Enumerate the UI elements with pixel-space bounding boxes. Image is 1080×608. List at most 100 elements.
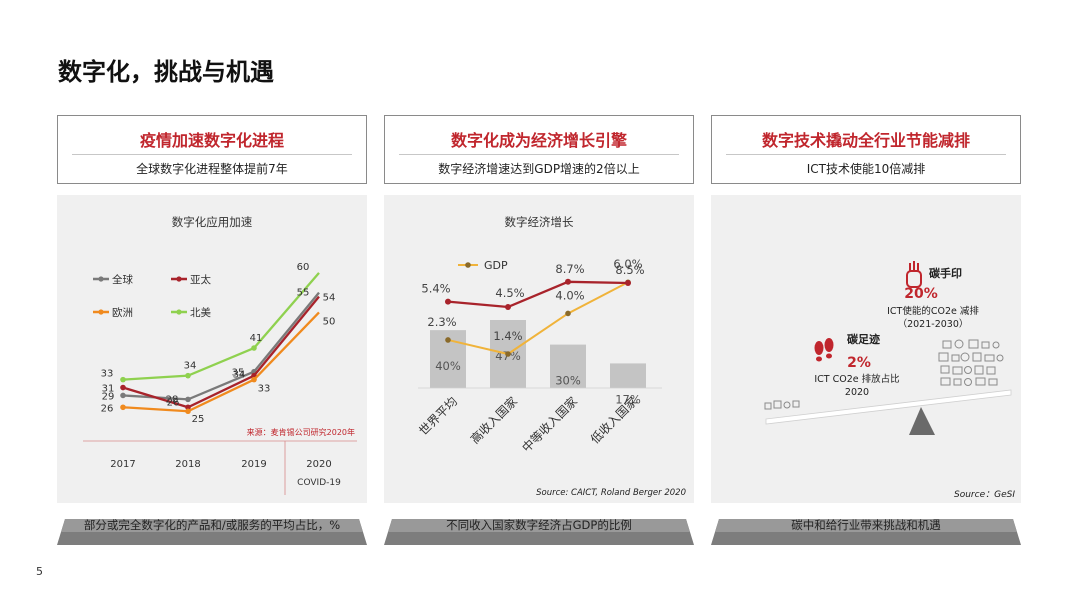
- data-label: 31: [102, 384, 115, 395]
- bar-line-chart: 数字经济增长GDP40%47%30%17%2.3%1.4%4.0%6.0%5.4…: [416, 215, 686, 498]
- data-label: 26: [167, 397, 180, 408]
- growth-line: [447, 280, 629, 309]
- carbon-infographic: 碳手印 20% ICT使能的CO2e 减排 （2021-2030） 碳足迹 2%…: [711, 195, 1021, 503]
- growth-value-label: 5.4%: [421, 282, 450, 296]
- x-tick-label: 中等收入国家: [519, 394, 581, 456]
- legend-marker: [176, 276, 182, 282]
- panel-header: 疫情加速数字化进程 全球数字化进程整体提前7年: [57, 115, 367, 184]
- gdp-line: [447, 281, 629, 356]
- gdp-value-label: 2.3%: [427, 315, 456, 329]
- data-label: 55: [297, 288, 310, 299]
- page-number: 5: [36, 565, 43, 578]
- bar-value-label: 40%: [435, 359, 461, 373]
- industry-icons: [938, 339, 1004, 386]
- growth-value-label: 8.5%: [615, 263, 644, 277]
- legend-marker: [98, 276, 104, 282]
- data-point: [185, 372, 191, 379]
- footer-bar: [384, 519, 694, 545]
- gdp-value-label: 1.4%: [493, 329, 522, 343]
- data-point: [120, 376, 126, 383]
- x-tick-label: 低收入国家: [587, 394, 640, 447]
- data-label: 50: [323, 316, 336, 327]
- data-label: 34: [233, 370, 246, 381]
- panel-footer: 部分或完全数字化的产品和/或服务的平均占比，%: [83, 518, 341, 532]
- carbon-foot-year: 2020: [845, 387, 869, 398]
- panel-title: 疫情加速数字化进程: [139, 131, 284, 150]
- panel-title: 数字化成为经济增长引擎: [450, 131, 627, 150]
- legend-label: 北美: [190, 306, 211, 319]
- data-point: [251, 376, 257, 383]
- data-point: [120, 404, 126, 411]
- chart-source: 来源：麦肯锡公司研究2020年: [247, 427, 355, 437]
- gdp-point: [505, 351, 511, 357]
- panel-subtitle: ICT技术使能10倍减排: [806, 162, 926, 176]
- small-device-icons: [764, 400, 800, 410]
- carbon-hand-period: （2021-2030）: [898, 318, 969, 330]
- panel-title: 数字技术撬动全行业节能减排: [761, 131, 970, 150]
- legend-marker: [465, 262, 471, 268]
- data-label: 33: [258, 384, 271, 395]
- gdp-point: [445, 337, 451, 343]
- carbon-source: Source：GeSI: [954, 490, 1015, 500]
- panel-footer: 不同收入国家数字经济占GDP的比例: [446, 518, 632, 532]
- growth-point: [565, 278, 571, 285]
- data-label: 34: [184, 361, 197, 372]
- chart-title: 数字化应用加速: [172, 215, 253, 229]
- legend-marker: [98, 309, 104, 315]
- bar: [610, 363, 646, 388]
- data-point: [185, 396, 191, 403]
- data-label: 28: [166, 394, 179, 405]
- data-point: [120, 392, 126, 399]
- carbon-foot-desc: ICT CO2e 排放占比: [814, 373, 899, 385]
- footer-bar: [711, 519, 1021, 545]
- data-label: 54: [323, 293, 336, 304]
- x-tick-label: 高收入国家: [467, 394, 520, 447]
- growth-point: [625, 280, 631, 286]
- panel-header: 数字化成为经济增长引擎 数字经济增速达到GDP增速的2倍以上: [384, 115, 694, 184]
- page-title: 数字化，挑战与机遇: [58, 58, 274, 86]
- footprints-icon: [814, 338, 834, 362]
- legend-label: 全球: [112, 273, 133, 286]
- footer-bar: [57, 519, 367, 545]
- chart-area: 数字化应用加速 全球 亚太 欧洲 北美 29 28 35 55 31 26 34 54 26 25 33 50 3…: [57, 195, 367, 503]
- carbon-foot-pct: 2%: [847, 355, 871, 371]
- data-label: 60: [297, 262, 310, 273]
- x-tick-label: 2019: [241, 459, 266, 470]
- bar-value-label: 17%: [615, 392, 641, 406]
- data-point: [251, 345, 257, 351]
- series-line: [122, 272, 320, 381]
- bar-value-label: 30%: [555, 374, 581, 388]
- growth-point: [445, 298, 451, 305]
- series-line: [122, 291, 320, 401]
- legend-label: GDP: [484, 259, 508, 272]
- panel-header: 数字技术撬动全行业节能减排 ICT技术使能10倍减排: [711, 115, 1021, 184]
- scale-beam: [765, 389, 1012, 425]
- carbon-foot-label: 碳足迹: [847, 332, 880, 346]
- growth-value-label: 4.5%: [495, 286, 524, 300]
- header-divider: [726, 154, 1006, 155]
- data-label: 41: [250, 333, 263, 344]
- covid-annotation: COVID-19: [297, 478, 341, 488]
- data-label: 29: [102, 391, 115, 402]
- header-divider: [72, 154, 352, 155]
- hand-icon: [906, 261, 922, 288]
- carbon-hand-label: 碳手印: [929, 266, 962, 280]
- chart-title: 数字经济增长: [505, 215, 574, 229]
- data-label: 33: [101, 369, 114, 380]
- data-point: [185, 408, 191, 415]
- legend-label: 欧洲: [112, 307, 133, 319]
- series-line: [122, 311, 320, 413]
- data-label: 26: [101, 403, 114, 414]
- chart-source: Source: CAICT, Roland Berger 2020: [536, 488, 686, 498]
- chart-area: 数字经济增长GDP40%47%30%17%2.3%1.4%4.0%6.0%5.4…: [384, 195, 694, 503]
- panel-footer: 碳中和给行业带来挑战和机遇: [791, 518, 941, 532]
- panel-subtitle: 全球数字化进程整体提前7年: [136, 162, 288, 176]
- x-tick-label: 2020: [306, 459, 331, 470]
- growth-value-label: 8.7%: [555, 262, 584, 276]
- growth-point: [505, 304, 511, 310]
- x-tick-label: 世界平均: [416, 394, 460, 438]
- legend-marker: [176, 309, 182, 315]
- header-divider: [399, 154, 679, 155]
- bar: [550, 344, 586, 388]
